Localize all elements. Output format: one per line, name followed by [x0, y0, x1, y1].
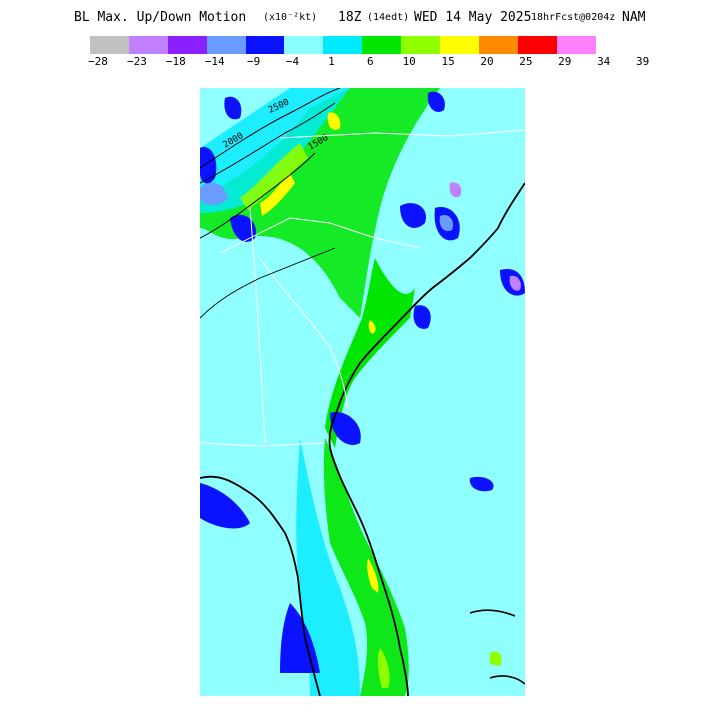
- downdraft-lightblue-1: [200, 182, 228, 205]
- downdraft-blue-east: [469, 476, 494, 492]
- legend-swatch-6: [323, 36, 363, 54]
- state-border-va-nc: [279, 129, 525, 139]
- downdraft-blue-ne: [427, 91, 445, 113]
- legend-tick-label: 39: [635, 55, 650, 68]
- updraft-yellow-coast: [368, 320, 376, 334]
- coastline-cuba: [489, 675, 525, 685]
- coastline-atlantic: [328, 182, 525, 696]
- coastline-gulf: [200, 475, 321, 696]
- legend-tick-label: −4: [285, 55, 300, 68]
- updraft-lightgreen-2: [377, 648, 390, 688]
- legend-tick-label: −9: [246, 55, 261, 68]
- updraft-yellow-top: [327, 112, 341, 130]
- legend-swatch-5: [284, 36, 324, 54]
- updraft-lightgreen-3: [490, 651, 502, 666]
- legend-tick-label: −28: [88, 55, 108, 68]
- legend-swatch-10: [478, 36, 518, 54]
- legend-tick-label: 15: [441, 55, 455, 68]
- title-valid-time: 18Z: [338, 10, 362, 25]
- updraft-yellow-north: [260, 173, 295, 216]
- state-border-al-ga: [249, 207, 266, 444]
- updraft-lightgreen-1: [240, 143, 308, 210]
- color-legend: [90, 36, 596, 54]
- title-local-time: (14edt): [367, 12, 410, 23]
- downdraft-blue-nw: [200, 147, 217, 184]
- state-border-sc-ga: [259, 257, 349, 409]
- color-legend-labels: −28 −23 −18 −14 −9 −4 1 6 10 15 20 25 29 34 39: [0, 55, 726, 71]
- map-title: BL Max. Up/Down Motion (x10⁻²kt) 18Z (14…: [0, 8, 726, 30]
- legend-tick-label: 29: [558, 55, 572, 68]
- legend-tick-label: 6: [366, 55, 374, 68]
- title-forecast-hour: 18hrFcst@0204z: [531, 12, 616, 23]
- interior-contour: [200, 247, 336, 319]
- legend-swatch-0: [90, 36, 129, 54]
- downdraft-purple-offshore: [509, 275, 521, 291]
- legend-swatch-12: [556, 36, 596, 54]
- downdraft-blue-fl-west: [200, 483, 250, 529]
- state-border-ga-fl: [200, 442, 326, 447]
- legend-tick-label: 25: [519, 55, 533, 68]
- title-units: (x10⁻²kt): [263, 12, 318, 23]
- downdraft-blue-nc: [230, 214, 256, 242]
- legend-swatch-7: [362, 36, 402, 54]
- mountain-band-green: [200, 88, 440, 318]
- legend-swatch-2: [167, 36, 207, 54]
- updraft-yellow-florida: [367, 558, 379, 593]
- elevation-contour-3: [200, 152, 316, 239]
- florida-band-green: [323, 438, 409, 696]
- map-canvas: 2500 2000 1500: [200, 88, 525, 696]
- legend-tick-label: 10: [402, 55, 416, 68]
- state-border-nc-sc: [219, 217, 421, 254]
- legend-swatch-1: [128, 36, 168, 54]
- downdraft-purple-1: [449, 182, 462, 198]
- legend-tick-label: 20: [480, 55, 494, 68]
- legend-tick-label: −18: [165, 55, 186, 68]
- downdraft-blue-ga: [330, 412, 361, 445]
- florida-band-cyan: [296, 438, 360, 696]
- legend-swatch-8: [401, 36, 441, 54]
- legend-swatch-11: [517, 36, 557, 54]
- title-field-name: BL Max. Up/Down Motion: [74, 10, 247, 25]
- legend-tick-label: −23: [126, 55, 147, 68]
- legend-tick-label: 34: [597, 55, 611, 68]
- title-date: WED 14 May 2025: [414, 10, 532, 25]
- downdraft-blue-carolina: [400, 203, 426, 228]
- legend-tick-label: 1: [328, 55, 335, 68]
- legend-swatch-4: [245, 36, 285, 54]
- coastline-keys: [469, 609, 516, 617]
- downdraft-lightblue-2: [439, 214, 454, 232]
- legend-tick-label: −14: [204, 55, 225, 68]
- coastal-band-green: [325, 258, 415, 448]
- title-model: NAM: [622, 10, 646, 25]
- elevation-contour-2: [200, 102, 336, 184]
- downdraft-blue-sc: [413, 305, 431, 329]
- forecast-map: 2500 2000 1500: [200, 88, 525, 696]
- downdraft-blue-nw2: [224, 96, 242, 120]
- mountain-band-cyan: [200, 88, 350, 213]
- legend-swatch-3: [206, 36, 246, 54]
- legend-swatch-9: [440, 36, 479, 54]
- elevation-contour-1: [200, 88, 341, 169]
